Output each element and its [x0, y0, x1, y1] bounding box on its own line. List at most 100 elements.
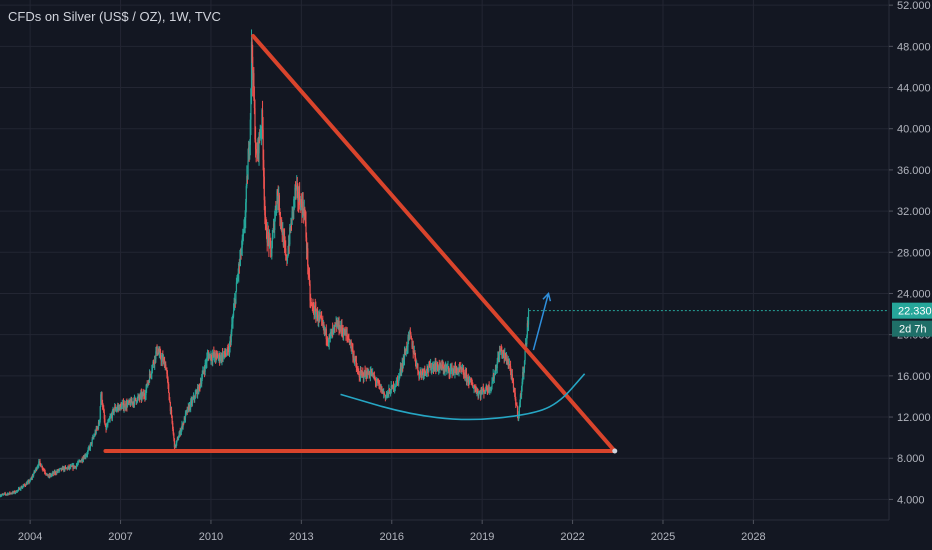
candle-body	[113, 410, 115, 413]
candle-body	[89, 443, 92, 449]
drawings[interactable]	[103, 34, 889, 454]
candle-body	[333, 326, 335, 329]
candle-body	[144, 395, 147, 397]
candle-body	[263, 176, 265, 201]
candle-body	[348, 339, 351, 343]
candle-body	[420, 371, 422, 373]
candle-body	[249, 119, 251, 145]
candle-body	[404, 352, 406, 354]
last-price-badge: 22.330 2d 7h	[892, 302, 932, 337]
candle-body	[526, 323, 528, 336]
candle-body	[519, 394, 522, 403]
candle-body	[104, 424, 107, 427]
candle-body	[317, 320, 319, 322]
candle-body	[123, 407, 125, 409]
candle-body	[219, 359, 221, 361]
candle-body	[206, 357, 208, 363]
candle-body	[377, 380, 380, 384]
countdown-label: 2d 7h	[899, 324, 927, 336]
candle-body	[521, 381, 523, 387]
candle-body	[208, 355, 210, 359]
candle-body	[165, 364, 167, 369]
candle-body	[329, 335, 331, 337]
candle-body	[262, 129, 264, 160]
candle-body	[231, 324, 233, 332]
candle-body	[355, 358, 357, 362]
time-axis[interactable]: 2004 2007 2010 2013 2016 2019 2022 2025 2028	[0, 519, 889, 543]
candle-body	[192, 398, 194, 400]
candle-body	[284, 243, 286, 249]
candle-body	[446, 367, 448, 369]
candle-body	[393, 388, 395, 390]
candle-body	[159, 350, 161, 352]
candle-body	[204, 362, 206, 372]
last-price-badge-background	[892, 302, 932, 319]
price-axis[interactable]: 52.000 48.000 44.000 40.000 36.000 32.000 28.0…	[888, 0, 932, 550]
price-tick-label: 48.000	[897, 41, 931, 53]
candle-body	[242, 230, 245, 237]
candle-body	[290, 223, 292, 231]
candle-body	[124, 403, 126, 408]
candle-body	[424, 368, 426, 372]
candle-body	[224, 351, 226, 355]
candle-body	[82, 457, 85, 460]
candle-body	[161, 357, 163, 361]
candle-body	[322, 322, 324, 326]
candle-body	[235, 291, 237, 304]
candle-body	[4, 493, 6, 495]
candle-body	[494, 370, 496, 376]
candle-body	[61, 467, 63, 470]
candle-body	[456, 367, 458, 371]
candle-body	[166, 370, 168, 374]
candle-body	[394, 386, 396, 389]
candle-body	[215, 353, 217, 360]
candle-body	[451, 366, 453, 374]
rounding-bottom-curve[interactable]	[340, 373, 586, 421]
candle-body	[417, 363, 419, 371]
candle-body	[299, 193, 301, 206]
candle-body	[91, 439, 93, 444]
candle-body	[260, 131, 262, 137]
candle-body	[327, 342, 330, 344]
candle-body	[272, 230, 274, 238]
candle-body	[191, 399, 194, 404]
trendline-handle[interactable]	[612, 448, 618, 454]
candle-body	[122, 402, 125, 409]
candle-body	[349, 342, 351, 344]
candle-body	[328, 335, 330, 343]
candle-body	[254, 108, 256, 140]
resistance-trendline[interactable]	[251, 34, 617, 454]
candle-body	[442, 364, 444, 367]
candle-body	[150, 374, 152, 376]
candle-body	[180, 431, 182, 435]
candle-body	[225, 354, 227, 356]
price-tick-label: 12.000	[897, 412, 931, 424]
price-tick-label: 52.000	[897, 0, 931, 12]
candle-body	[236, 280, 238, 283]
candle-body	[183, 422, 185, 424]
candle-body	[464, 372, 466, 379]
candle-body	[506, 357, 508, 364]
candle-body	[365, 371, 367, 377]
candle-body	[76, 464, 78, 466]
candle-body	[351, 348, 353, 350]
candle-body	[281, 220, 283, 229]
candle-body	[329, 334, 331, 336]
candle-body	[217, 355, 219, 359]
candle-body	[356, 369, 359, 371]
candle-body	[85, 455, 87, 457]
candle-body	[307, 248, 309, 267]
candle-body	[86, 451, 89, 455]
candle-body	[94, 432, 96, 436]
candle-body	[471, 382, 473, 386]
candle-body	[512, 382, 515, 389]
candle-body	[77, 461, 79, 464]
candles[interactable]	[0, 29, 530, 498]
candle-body	[510, 371, 512, 378]
candle-body	[279, 212, 281, 217]
projection-arrow[interactable]	[532, 293, 550, 351]
candle-body	[150, 373, 152, 376]
candle-body	[302, 201, 304, 212]
